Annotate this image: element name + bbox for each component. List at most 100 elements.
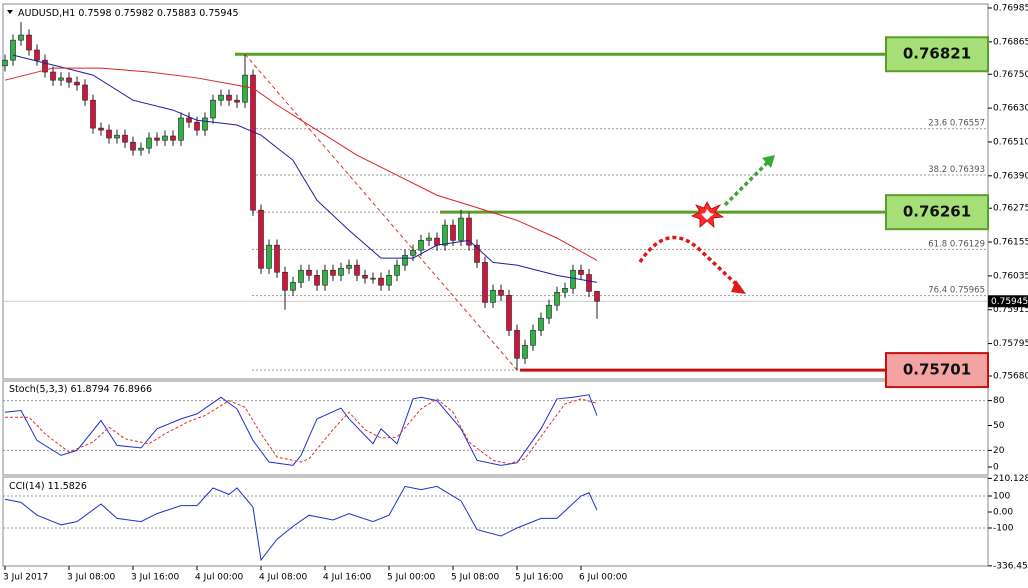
- up-arrow: [723, 160, 770, 207]
- x-tick-label: 3 Jul 2017: [3, 573, 48, 583]
- symbol: AUDUSD,H1: [18, 8, 75, 19]
- stoch-header: Stoch(5,3,3) 61.8794 76.8966: [9, 384, 152, 395]
- candle-body: [234, 99, 240, 103]
- candle-body: [42, 59, 48, 73]
- y-tick-label: 0.76510: [993, 137, 1028, 147]
- candle-body: [106, 129, 112, 139]
- candle-body: [146, 137, 152, 149]
- y-tick-label: 0.76985: [993, 4, 1028, 14]
- candle-body: [554, 291, 560, 306]
- candle-body: [186, 117, 192, 123]
- candle-body: [338, 267, 344, 276]
- indicator-line: [5, 398, 598, 465]
- y-tick-label: 100: [993, 492, 1010, 502]
- fib-ratio: 61.8: [928, 239, 947, 249]
- candle-body: [362, 275, 368, 279]
- x-tick-label: 3 Jul 08:00: [67, 573, 116, 583]
- candle-body: [466, 217, 472, 246]
- down-arrow: [638, 235, 742, 290]
- candle-body: [202, 117, 208, 131]
- y-tick-label: 0.76390: [993, 171, 1028, 181]
- candle-body: [330, 269, 336, 276]
- candle-body: [474, 244, 480, 263]
- x-tick-label: 3 Jul 16:00: [131, 573, 180, 583]
- close: 0.75945: [199, 8, 238, 19]
- up-arrow-head: [762, 155, 775, 168]
- level-box: [885, 194, 989, 231]
- candle-body: [130, 141, 136, 151]
- candle-body: [570, 269, 576, 289]
- y-tick-label: 0.00: [993, 508, 1013, 518]
- moving-average: [4, 67, 598, 261]
- candle-body: [562, 288, 568, 293]
- candle-body: [370, 277, 376, 280]
- candle-body: [82, 84, 88, 101]
- y-tick-label: 80: [993, 396, 1005, 406]
- candle-body: [306, 269, 312, 276]
- candle-body: [530, 330, 536, 346]
- candle-body: [594, 291, 600, 302]
- candle-body: [498, 289, 504, 296]
- indicator-line: [4, 394, 598, 466]
- y-tick-label: 0: [993, 463, 999, 473]
- candle-body: [514, 330, 520, 359]
- candle-body: [434, 237, 440, 246]
- fib-price: 0.76557: [950, 118, 985, 128]
- candle-body: [162, 135, 168, 141]
- candle-body: [34, 49, 40, 61]
- candle-body: [394, 264, 400, 276]
- high: 0.75982: [115, 8, 154, 19]
- candle-body: [442, 224, 448, 246]
- fib-price: 0.76393: [950, 164, 985, 174]
- candle-body: [10, 39, 16, 61]
- level-label: 0.75701: [903, 361, 971, 379]
- candle-body: [346, 264, 352, 269]
- candle-body: [218, 94, 224, 101]
- main-value: 61.8794: [70, 384, 109, 395]
- candle-body: [378, 277, 384, 286]
- cci-panel: [2, 476, 989, 567]
- candle-body: [426, 237, 432, 241]
- candle-body: [66, 77, 72, 83]
- candle-body: [282, 271, 288, 291]
- signal-value: 76.8966: [113, 384, 152, 395]
- candle-body: [58, 77, 64, 81]
- moving-average: [12, 54, 598, 283]
- candle-body: [402, 255, 408, 266]
- candle-body: [314, 275, 320, 286]
- candle-body: [458, 217, 464, 241]
- x-tick-label: 5 Jul 16:00: [515, 573, 564, 583]
- y-tick-label: 0.76865: [993, 37, 1028, 47]
- y-tick-label: 0.76155: [993, 238, 1028, 248]
- y-tick-label: -100: [993, 524, 1014, 534]
- level-label: 0.76821: [903, 45, 971, 63]
- menu-triangle: [7, 10, 13, 14]
- x-tick-label: 5 Jul 00:00: [387, 573, 436, 583]
- burst-core: [701, 209, 714, 220]
- main-panel: [2, 3, 989, 380]
- candle-body: [258, 209, 264, 269]
- fib-price: 0.76129: [950, 239, 985, 249]
- candle-body: [154, 137, 160, 141]
- down-arrow-head: [731, 280, 746, 294]
- candle-body: [482, 262, 488, 303]
- candle-body: [250, 74, 256, 211]
- level-box: [885, 36, 989, 73]
- fib-price: 0.75965: [950, 285, 985, 295]
- price-tag: [988, 295, 1028, 308]
- candle-body: [266, 244, 272, 269]
- candle-body: [50, 71, 56, 81]
- candle-body: [490, 289, 496, 303]
- candle-body: [226, 94, 232, 101]
- candle-body: [122, 134, 128, 143]
- y-tick-label: 50: [993, 421, 1005, 431]
- candle-body: [386, 275, 392, 286]
- candle-body: [138, 147, 144, 151]
- candle-body: [194, 121, 200, 131]
- candle-body: [2, 59, 8, 67]
- y-tick-label: 0.76035: [993, 271, 1028, 281]
